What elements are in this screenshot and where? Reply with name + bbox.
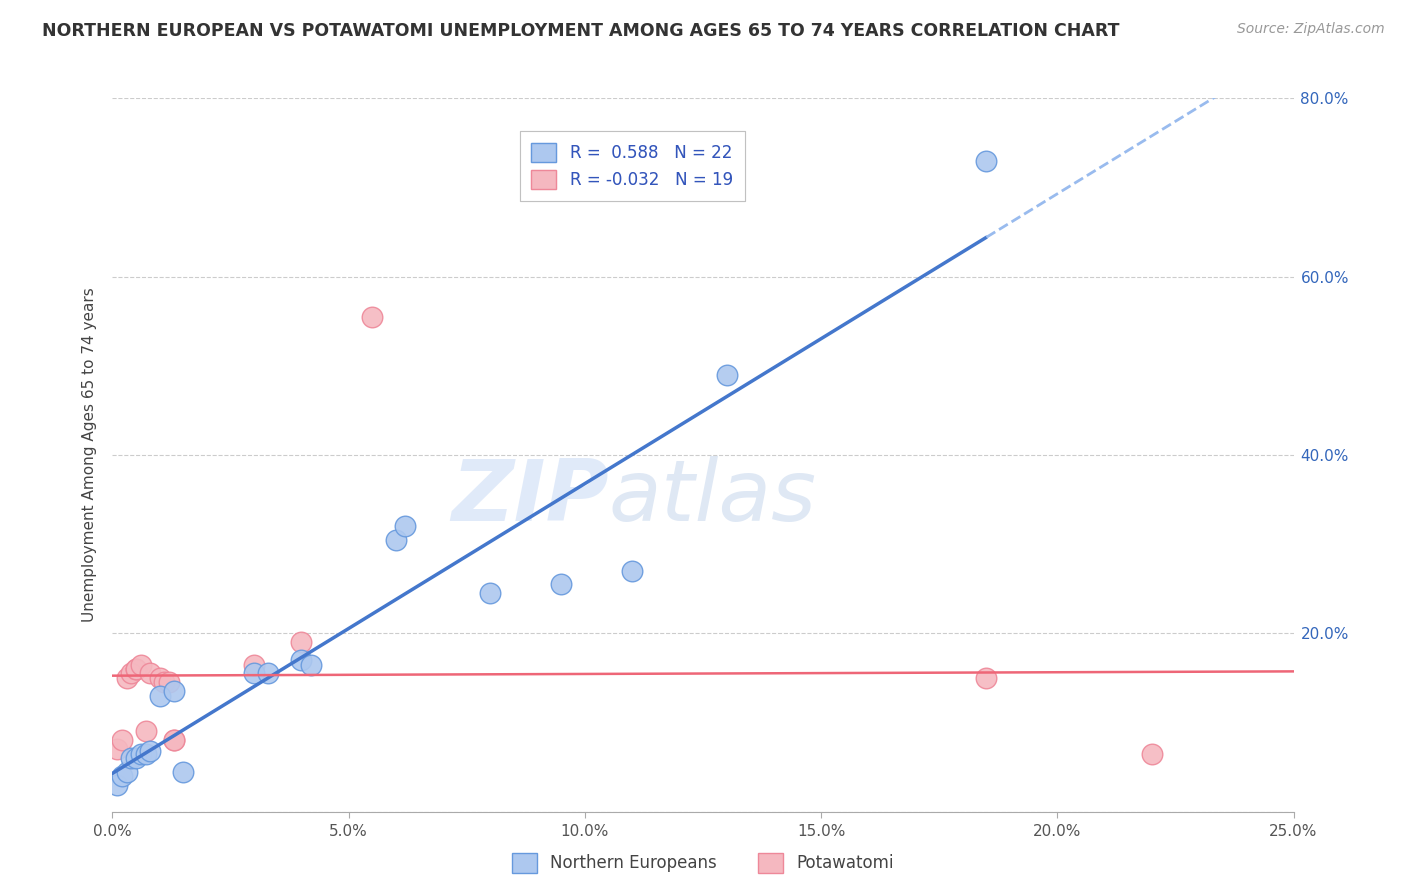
Point (157, 675, 180, 690)
Point (135, 724, 157, 739)
Point (125, 662, 148, 676)
Point (621, 564, 644, 578)
Legend: R =  0.588   N = 22, R = -0.032   N = 19: R = 0.588 N = 22, R = -0.032 N = 19 (520, 131, 745, 201)
Point (149, 689, 172, 703)
Point (135, 747, 157, 761)
Point (716, 368, 738, 382)
Point (976, 153, 998, 168)
Point (105, 778, 128, 792)
Point (115, 671, 138, 685)
Point (385, 533, 408, 547)
Text: Source: ZipAtlas.com: Source: ZipAtlas.com (1237, 22, 1385, 37)
Point (139, 744, 162, 758)
Point (290, 635, 312, 649)
Point (257, 666, 280, 681)
Point (361, 310, 384, 324)
Point (120, 666, 142, 681)
Point (243, 666, 266, 681)
Point (125, 662, 148, 676)
Point (153, 675, 176, 690)
Y-axis label: Unemployment Among Ages 65 to 74 years: Unemployment Among Ages 65 to 74 years (82, 287, 97, 623)
Point (115, 764, 138, 779)
Point (976, 671, 998, 685)
Text: atlas: atlas (609, 456, 817, 540)
Point (125, 751, 148, 765)
Point (120, 751, 142, 765)
Point (163, 684, 186, 698)
Point (479, 586, 502, 600)
Point (243, 657, 266, 672)
Point (149, 671, 172, 685)
Point (139, 666, 162, 681)
Point (111, 769, 134, 783)
Text: ZIP: ZIP (451, 456, 609, 540)
Point (1140, 747, 1163, 761)
Point (299, 657, 322, 672)
Point (163, 733, 186, 747)
Point (550, 577, 572, 591)
Point (129, 747, 152, 761)
Point (172, 764, 194, 779)
Point (105, 742, 128, 756)
Point (394, 519, 416, 533)
Point (111, 733, 134, 747)
Point (129, 657, 152, 672)
Point (163, 733, 186, 747)
Point (290, 653, 312, 667)
Legend: Northern Europeans, Potawatomi: Northern Europeans, Potawatomi (505, 847, 901, 880)
Text: NORTHERN EUROPEAN VS POTAWATOMI UNEMPLOYMENT AMONG AGES 65 TO 74 YEARS CORRELATI: NORTHERN EUROPEAN VS POTAWATOMI UNEMPLOY… (42, 22, 1119, 40)
